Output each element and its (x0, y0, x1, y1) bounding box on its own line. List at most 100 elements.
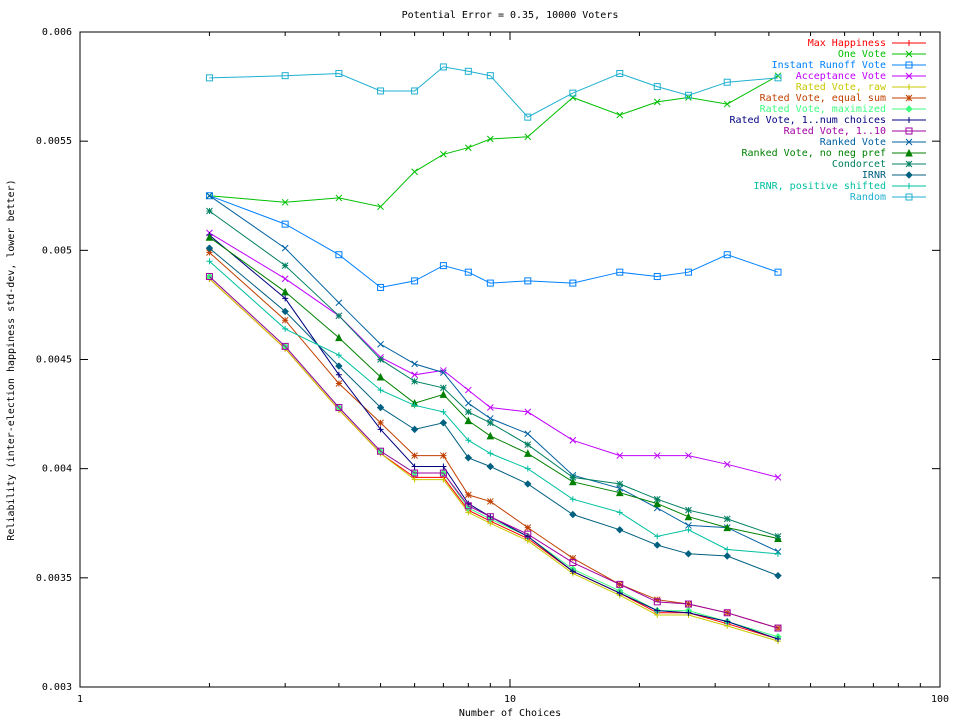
data-point (616, 590, 623, 597)
legend-label: Rated Vote, raw (796, 82, 887, 93)
data-point (569, 279, 577, 287)
legend-marker (905, 127, 913, 135)
legend-marker (905, 193, 913, 201)
data-point (411, 168, 418, 176)
data-point (411, 463, 418, 470)
data-point (439, 419, 448, 427)
data-point (464, 399, 472, 407)
legend-label: Condorcet (832, 159, 886, 170)
legend-item: Ranked Vote, no neg pref (742, 148, 926, 159)
data-point (411, 360, 418, 368)
data-point (774, 268, 782, 276)
legend-marker (905, 138, 913, 146)
data-point (486, 419, 494, 427)
y-tick-label: 0.004 (42, 464, 72, 475)
data-point (335, 312, 343, 320)
data-point (723, 515, 731, 523)
data-point (440, 384, 447, 392)
y-tick-label: 0.006 (42, 27, 72, 38)
series (206, 72, 782, 211)
data-point (524, 277, 532, 285)
data-point (281, 220, 289, 228)
data-point (616, 580, 624, 588)
data-point (653, 499, 662, 508)
series (205, 192, 782, 291)
data-point (335, 251, 343, 259)
y-tick-label: 0.003 (42, 682, 72, 693)
data-point (685, 522, 692, 529)
chart-title: Potential Error = 0.35, 10000 Voters (402, 10, 619, 21)
legend-label: IRNR (862, 170, 887, 181)
data-point (524, 430, 532, 438)
data-point (411, 469, 419, 477)
data-point (524, 530, 532, 538)
data-point (654, 607, 661, 614)
legend-item: Condorcet (832, 159, 926, 170)
data-point (616, 480, 624, 488)
data-point (723, 460, 731, 468)
data-point (281, 307, 289, 316)
data-point (335, 362, 343, 370)
x-tick-label: 1 (77, 694, 83, 705)
data-point (335, 333, 343, 342)
data-point (774, 550, 781, 557)
data-point (281, 72, 289, 80)
data-point (487, 450, 494, 457)
data-point (616, 509, 623, 516)
legend-label: Rated Vote, equal sum (760, 93, 886, 104)
data-point (335, 371, 342, 378)
data-point (335, 404, 343, 412)
data-point (464, 144, 472, 152)
data-point (653, 596, 661, 604)
data-point (206, 249, 213, 256)
legend-marker (905, 171, 913, 179)
legend-label: Instant Runoff Vote (772, 60, 886, 71)
legend-marker (905, 148, 913, 157)
data-point (685, 609, 692, 616)
series-line (209, 247, 779, 577)
series-group (205, 63, 782, 645)
data-point (653, 98, 661, 106)
data-point (464, 408, 472, 416)
series (206, 249, 782, 632)
data-point (377, 283, 385, 291)
data-point (439, 469, 447, 477)
legend-marker (906, 117, 912, 123)
data-point (653, 83, 661, 91)
data-point (377, 419, 384, 427)
data-point (616, 69, 624, 77)
data-point (411, 377, 418, 385)
data-point (377, 387, 384, 394)
data-point (335, 380, 343, 387)
y-tick-label: 0.0045 (36, 355, 72, 366)
data-point (411, 277, 419, 285)
data-point (439, 63, 447, 71)
legend-marker (905, 105, 913, 113)
data-point (281, 275, 289, 283)
y-tick-label: 0.0035 (36, 573, 72, 584)
legend-marker (905, 94, 913, 102)
data-point (616, 111, 624, 119)
data-point (411, 476, 418, 483)
data-point (486, 404, 494, 411)
data-point (774, 624, 782, 632)
data-point (411, 87, 419, 95)
data-point (410, 425, 419, 434)
data-point (684, 550, 693, 558)
data-point (616, 452, 624, 459)
series (205, 63, 782, 121)
data-point (335, 352, 342, 359)
series-line (209, 232, 779, 478)
data-point (486, 279, 494, 287)
data-point (723, 609, 731, 617)
data-point (440, 150, 447, 158)
data-point (464, 454, 473, 462)
legend-label: Rated Vote, 1..num choices (729, 115, 886, 126)
data-point (653, 598, 661, 606)
legend-item: Rated Vote, raw (796, 82, 926, 93)
data-point (569, 89, 577, 97)
data-point (465, 437, 472, 444)
data-point (335, 299, 343, 307)
data-point (335, 69, 343, 77)
